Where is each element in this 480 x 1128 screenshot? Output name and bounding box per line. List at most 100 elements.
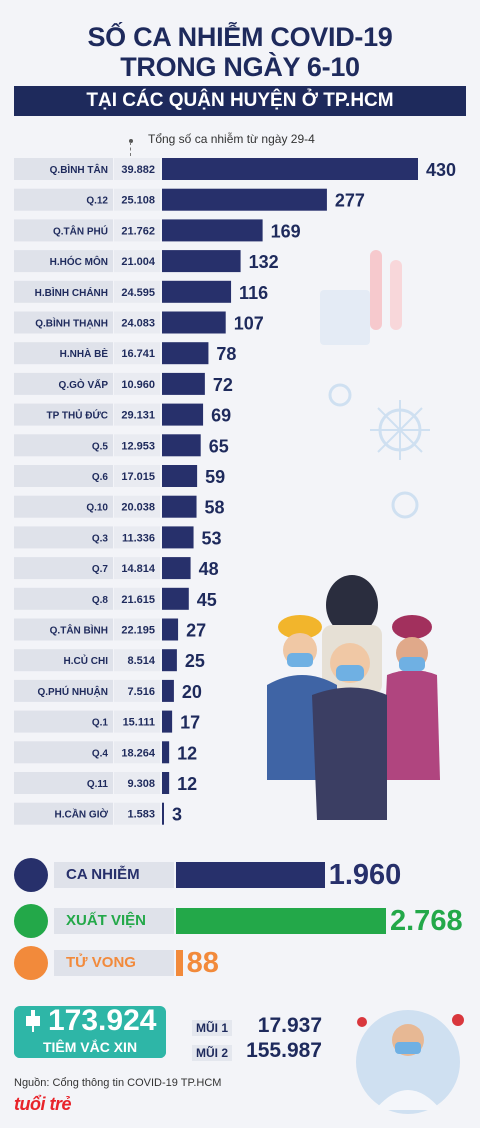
district-value: 20 <box>182 682 202 702</box>
district-value: 116 <box>239 283 268 303</box>
district-bar <box>162 158 418 180</box>
district-bar <box>162 434 201 457</box>
district-total-box <box>114 250 160 273</box>
vaccine-label: TIÊM VẮC XIN <box>14 1036 166 1058</box>
district-label-box <box>14 434 113 457</box>
district-label: H.BÌNH CHÁNH <box>35 286 108 299</box>
district-total-box <box>114 403 160 426</box>
district-label-box <box>14 342 113 365</box>
district-value: 277 <box>335 191 365 211</box>
dose-2-tag: MŨI 2 <box>192 1045 233 1061</box>
district-value: 72 <box>213 375 233 395</box>
district-bar <box>162 649 177 672</box>
district-bar <box>162 280 232 303</box>
district-total-box <box>114 618 160 641</box>
district-label: Q.BÌNH TÂN <box>50 163 108 176</box>
title-line-1: SỐ CA NHIỄM COVID-19 <box>87 22 393 52</box>
district-value: 27 <box>186 621 206 641</box>
district-total: 25.108 <box>121 195 155 207</box>
district-value: 3 <box>172 805 182 825</box>
district-total: 7.516 <box>127 686 155 698</box>
district-bar <box>162 250 241 273</box>
district-total: 11.336 <box>122 532 155 544</box>
district-total: 21.762 <box>121 225 155 237</box>
district-total: 24.595 <box>121 287 155 299</box>
district-total-box <box>114 495 160 518</box>
subtitle-banner: TẠI CÁC QUẬN HUYỆN Ở TP.HCM <box>14 86 466 116</box>
summary-label: TỬ VONG <box>54 950 174 976</box>
district-total-box <box>114 434 160 457</box>
district-total-box <box>114 710 160 733</box>
district-label: Q.BÌNH THẠNH <box>35 317 108 330</box>
district-label: Q.3 <box>92 533 109 544</box>
district-value: 53 <box>202 528 222 548</box>
district-total: 15.111 <box>123 717 155 729</box>
district-label-box <box>14 710 113 733</box>
district-label: H.NHÀ BÈ <box>60 347 109 360</box>
district-total-box <box>114 679 160 702</box>
heart-icon <box>14 904 48 938</box>
district-total-box <box>114 741 160 764</box>
syringe-icon <box>26 1010 40 1032</box>
publisher-logo: tuổi trẻ <box>14 1094 72 1114</box>
district-total-box <box>114 158 160 180</box>
summary-label: CA NHIỄM <box>54 862 174 888</box>
district-bar <box>162 557 191 580</box>
totals-note: Tổng số ca nhiễm từ ngày 29-4 <box>148 132 315 146</box>
summary-bar <box>176 862 325 888</box>
district-value: 12 <box>177 774 197 794</box>
district-bar <box>162 495 197 518</box>
district-bar <box>162 188 327 211</box>
district-total-box <box>114 465 160 487</box>
district-value: 78 <box>216 344 236 364</box>
district-label: Q.10 <box>86 503 108 514</box>
people-illustration <box>267 575 440 820</box>
district-value: 169 <box>271 221 301 241</box>
summary-row: CA NHIỄM 1.960 <box>14 858 466 892</box>
district-total: 8.514 <box>127 655 155 667</box>
district-total: 20.038 <box>121 502 155 514</box>
district-total: 21.004 <box>121 256 156 268</box>
head-icon <box>14 858 48 892</box>
district-total-box <box>114 311 160 334</box>
district-label: Q.5 <box>92 441 109 452</box>
district-bar <box>162 465 198 487</box>
district-label-box <box>14 557 113 580</box>
summary-value: 1.960 <box>328 859 402 891</box>
district-value: 12 <box>177 743 197 763</box>
district-label: H.HÓC MÔN <box>50 255 108 268</box>
district-total-box <box>114 587 160 610</box>
summary-bar <box>176 950 183 976</box>
district-label: H.CẦN GIỜ <box>54 808 108 821</box>
district-label-box <box>14 495 113 518</box>
district-bar <box>162 403 204 426</box>
vaccine-total: 173.924 <box>48 1004 157 1037</box>
district-total: 14.814 <box>121 563 156 575</box>
district-total-box <box>114 280 160 303</box>
dose-2-value: 155.987 <box>246 1039 322 1062</box>
district-label-box <box>14 802 113 825</box>
district-bar <box>162 311 226 334</box>
district-total: 22.195 <box>121 625 155 637</box>
district-bar <box>162 710 173 733</box>
district-bar <box>162 772 170 794</box>
district-label: H.CỦ CHI <box>64 654 109 667</box>
district-total: 39.882 <box>121 164 155 176</box>
district-label-box <box>14 772 113 794</box>
summary-bar <box>176 908 386 934</box>
district-value: 25 <box>185 651 205 671</box>
district-label-box <box>14 311 113 334</box>
district-bar <box>162 741 170 764</box>
district-value: 58 <box>205 498 225 518</box>
district-value: 65 <box>209 436 229 456</box>
district-total: 17.015 <box>121 471 155 483</box>
virus-illustration <box>320 250 430 519</box>
district-label-box <box>14 158 113 180</box>
dose-1-value: 17.937 <box>257 1014 322 1037</box>
district-total: 21.615 <box>121 594 155 606</box>
summary-value: 88 <box>186 947 219 979</box>
district-label: Q.11 <box>87 779 109 790</box>
district-label-box <box>14 465 113 487</box>
district-label: Q.TÂN PHÚ <box>53 224 108 237</box>
district-bar <box>162 802 164 825</box>
